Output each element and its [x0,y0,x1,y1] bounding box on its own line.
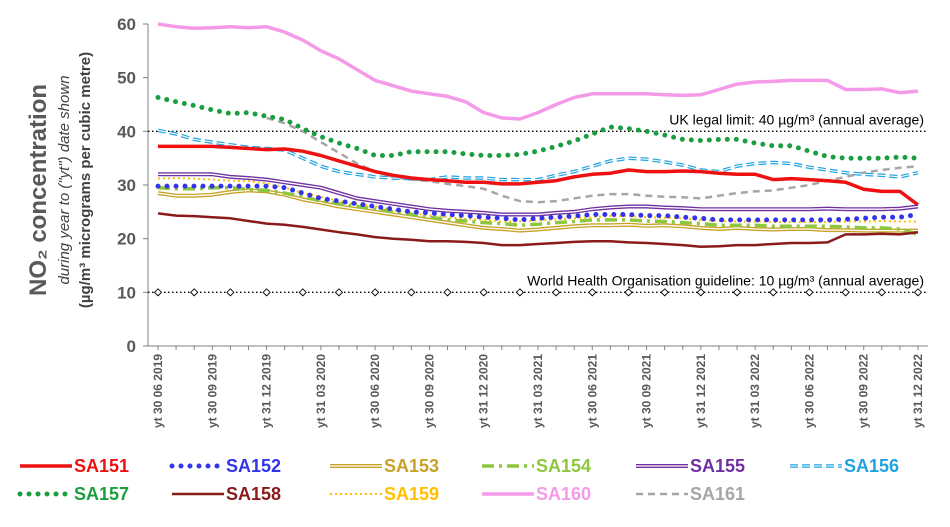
y-tick-label: 10 [117,283,136,302]
y-axis-label-period: during year to ("yt") date shown [56,75,73,284]
series-line-sa156 [157,128,919,182]
series-line-sa155 [158,173,919,216]
y-tick-label: 20 [117,230,136,249]
reference-marker [588,288,597,297]
x-axis: yt 30 06 2019 yt 30 09 2019 yt 31 12 2019 y… [151,346,925,428]
legend-label: SA153 [384,456,439,476]
reference-marker [769,288,778,297]
series-sa158 [157,212,919,248]
legend-label: SA158 [226,484,281,504]
reference-line-label: World Health Organisation guideline: 10 … [527,272,924,288]
x-tick-label: yt 31 03 2020 [314,354,328,428]
legend-item-sa160: SA160 [482,484,591,504]
reference-marker [226,288,235,297]
x-tick-label: yt 31 03 2021 [531,354,545,428]
x-tick-label: yt 30 06 2021 [585,354,599,428]
y-axis-label-units: (µg/m³ micrograms per cubic metre) [77,52,94,308]
x-tick-label: yt 30 09 2020 [422,354,436,428]
legend-item-sa151: SA151 [20,456,129,476]
reference-marker [371,288,380,297]
y-tick-label: 0 [127,337,136,356]
legend-item-sa155: SA155 [636,456,745,476]
x-tick-label: yt 30 06 2019 [151,354,165,428]
legend-item-sa152: SA152 [169,456,281,476]
reference-marker [877,288,886,297]
reference-lines: UK legal limit: 40 µg/m³ (annual average… [148,111,928,297]
reference-marker [515,288,525,297]
x-tick-label: yt 30 09 2021 [640,354,654,428]
reference-marker [479,288,488,297]
series-sa157 [155,95,921,161]
y-axis: 0 10 20 30 40 50 60 [117,15,148,356]
legend-item-sa156: SA156 [790,456,899,476]
legend-label: SA154 [536,456,591,476]
reference-marker [805,288,814,297]
reference-marker [696,288,705,297]
x-tick-label: yt 31 12 2019 [260,354,274,428]
reference-marker [334,288,344,297]
legend-item-sa159: SA159 [330,484,439,504]
reference-marker [443,288,452,297]
legend-label: SA152 [226,456,281,476]
y-tick-label: 60 [117,15,136,34]
series-line-sa160 [157,22,919,121]
y-tick-label: 30 [117,176,136,195]
reference-line-label: UK legal limit: 40 µg/m³ (annual average… [669,111,924,127]
x-tick-label: yt 30 06 2022 [802,354,816,428]
reference-marker [190,288,199,297]
legend-label: SA151 [74,456,129,476]
series-sa154 [157,185,919,237]
series-line-sa161 [266,116,919,204]
reference-marker [407,288,416,297]
reference-marker [153,288,163,297]
reference-marker [624,288,633,297]
series-lines [155,22,921,248]
legend-item-sa158: SA158 [172,484,281,504]
legend-item-sa157: SA157 [17,484,129,504]
x-tick-label: yt 31 12 2020 [477,354,491,428]
legend-label: SA160 [536,484,591,504]
y-tick-label: 40 [117,122,136,141]
legend-item-sa153: SA153 [330,456,439,476]
legend: SA151 SA152 SA153 SA154 SA155 SA156 SA157 SA158… [17,456,899,504]
legend-label: SA159 [384,484,439,504]
y-tick-label: 50 [117,69,136,88]
legend-item-sa154: SA154 [482,456,591,476]
legend-label: SA161 [690,484,745,504]
series-sa161 [266,116,919,204]
x-tick-label: yt 30 09 2019 [205,354,219,428]
series-line-sa152 [155,183,921,223]
reference-marker [913,288,923,297]
series-sa155 [158,172,919,217]
reference-marker [732,288,742,297]
x-tick-label: yt 31 12 2021 [694,354,708,428]
x-tick-label: yt 30 09 2022 [857,354,871,428]
series-line-sa154 [157,185,919,237]
reference-marker [551,288,561,297]
legend-label: SA157 [74,484,129,504]
series-line-sa158 [157,212,919,248]
reference-marker [262,288,271,297]
x-tick-label: yt 31 12 2022 [911,354,925,428]
legend-item-sa161: SA161 [636,484,745,504]
series-line-sa156 [157,129,919,181]
legend-label: SA155 [690,456,745,476]
y-axis-titles: NO₂ concentration during year to ("yt") … [25,52,94,308]
series-line-sa151 [158,144,920,207]
x-tick-label: yt 30 06 2020 [368,354,382,428]
series-sa152 [155,183,921,223]
legend-label: SA156 [844,456,899,476]
chart-title: NO₂ concentration [25,84,52,296]
series-sa160 [157,22,919,121]
series-sa151 [158,144,920,207]
series-sa156 [157,128,919,182]
reference-marker [660,288,669,297]
reference-marker [298,288,307,297]
series-line-sa157 [155,95,921,161]
x-tick-label: yt 31 03 2022 [748,354,762,428]
reference-marker [841,288,850,297]
